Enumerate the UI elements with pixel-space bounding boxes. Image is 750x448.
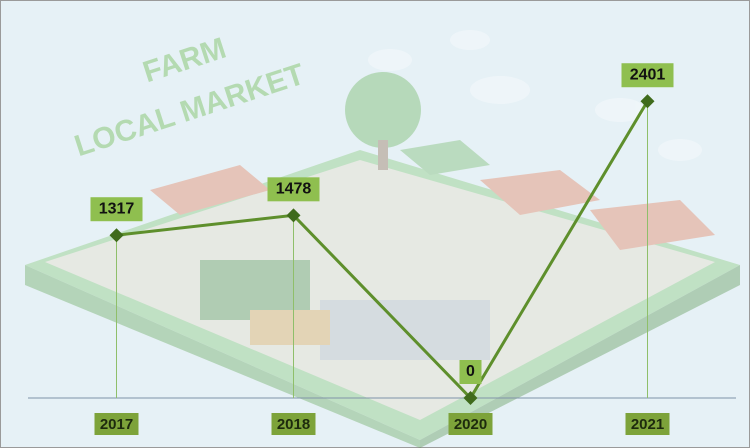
data-label: 1478 (276, 181, 312, 198)
data-label: 1317 (99, 200, 135, 217)
chart: FARM LOCAL MARKET 1317147802401201720182… (0, 0, 750, 448)
data-label: 2401 (630, 66, 666, 83)
data-label: 0 (466, 363, 475, 380)
x-tick-label: 2018 (277, 416, 310, 433)
x-tick-label: 2020 (454, 416, 487, 433)
x-tick-label: 2017 (100, 416, 133, 433)
x-tick-label: 2021 (631, 416, 664, 433)
